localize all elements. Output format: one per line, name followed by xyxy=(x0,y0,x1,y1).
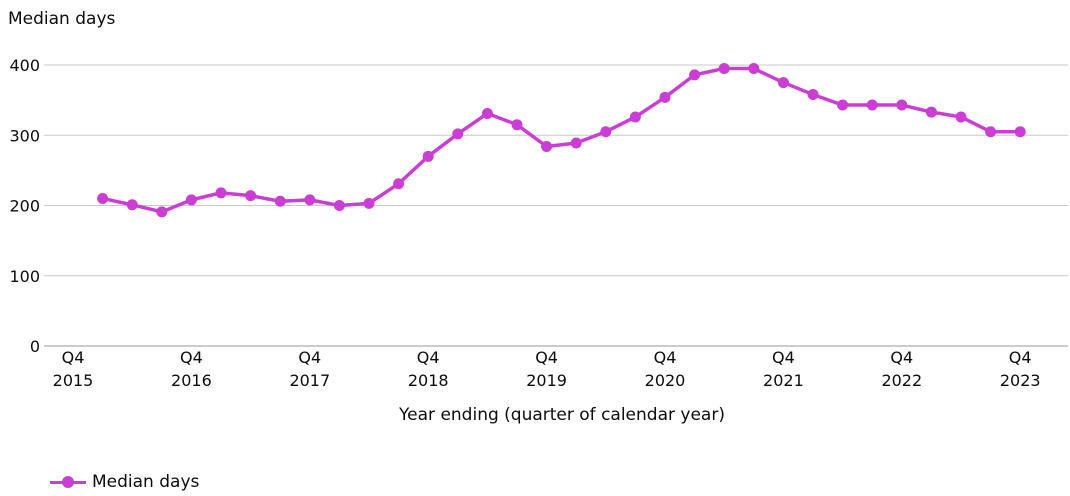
data-point-0 xyxy=(97,192,109,204)
x-tick-q-2021: Q4 xyxy=(772,348,795,367)
data-point-9 xyxy=(363,197,375,209)
data-point-26 xyxy=(866,99,878,111)
x-tick-q-2015: Q4 xyxy=(62,348,85,367)
data-point-8 xyxy=(333,200,345,211)
legend: Median days xyxy=(50,472,199,492)
x-tick-q-2020: Q4 xyxy=(654,348,677,367)
data-point-6 xyxy=(274,195,286,207)
data-point-14 xyxy=(511,119,523,131)
data-point-11 xyxy=(422,150,434,162)
series-line-median-days xyxy=(102,66,1021,214)
y-tick-300: 300 xyxy=(9,126,40,145)
data-point-29 xyxy=(955,111,967,123)
y-axis-title: Median days xyxy=(8,9,116,29)
x-tick-q-2016: Q4 xyxy=(180,348,203,367)
data-point-18 xyxy=(629,111,641,123)
x-tick-labels: Q4 2015 Q4 2016 Q4 2017 Q4 2018 Q4 2019 Q4 2020 Q4 20… xyxy=(53,348,1041,390)
x-tick-q-2022: Q4 xyxy=(890,348,913,367)
x-tick-year-2017: 2017 xyxy=(289,371,330,390)
data-point-21 xyxy=(718,63,730,75)
x-tick-q-2019: Q4 xyxy=(535,348,558,367)
data-point-25 xyxy=(837,99,849,111)
x-axis-title: Year ending (quarter of calendar year) xyxy=(398,405,725,425)
gridlines xyxy=(44,64,1068,347)
x-tick-year-2019: 2019 xyxy=(526,371,567,390)
x-tick-q-2018: Q4 xyxy=(417,348,440,367)
data-point-23 xyxy=(777,77,789,89)
x-tick-year-2016: 2016 xyxy=(171,371,212,390)
data-point-2 xyxy=(156,206,168,218)
data-point-20 xyxy=(689,69,701,81)
data-point-15 xyxy=(541,140,553,152)
data-point-10 xyxy=(393,178,405,190)
x-tick-year-2022: 2022 xyxy=(881,371,922,390)
data-point-5 xyxy=(245,190,257,202)
x-tick-q-2017: Q4 xyxy=(298,348,321,367)
data-point-27 xyxy=(896,99,908,111)
data-point-28 xyxy=(925,106,937,118)
data-point-4 xyxy=(215,187,227,199)
data-point-24 xyxy=(807,89,819,101)
data-point-22 xyxy=(748,63,760,75)
y-tick-0: 0 xyxy=(30,337,40,356)
legend-swatch-median-days xyxy=(50,472,86,492)
y-tick-200: 200 xyxy=(9,197,40,216)
data-point-16 xyxy=(570,137,582,149)
y-tick-labels: 0 100 200 300 400 xyxy=(9,56,40,356)
x-tick-year-2021: 2021 xyxy=(763,371,804,390)
data-point-31 xyxy=(1014,126,1026,138)
data-point-17 xyxy=(600,126,612,138)
y-tick-400: 400 xyxy=(9,56,40,75)
data-point-1 xyxy=(126,199,138,211)
data-point-12 xyxy=(452,128,464,140)
x-tick-year-2020: 2020 xyxy=(645,371,686,390)
x-tick-year-2018: 2018 xyxy=(408,371,449,390)
data-point-7 xyxy=(304,194,316,206)
series-median-days xyxy=(97,63,1026,218)
data-point-30 xyxy=(985,126,997,138)
data-point-13 xyxy=(481,107,493,119)
x-tick-year-2023: 2023 xyxy=(1000,371,1041,390)
y-tick-100: 100 xyxy=(9,267,40,286)
data-point-3 xyxy=(185,194,197,206)
x-tick-q-2023: Q4 xyxy=(1009,348,1032,367)
legend-dot xyxy=(62,476,74,488)
legend-label-median-days: Median days xyxy=(92,472,200,492)
data-point-19 xyxy=(659,91,671,103)
x-tick-year-2015: 2015 xyxy=(53,371,94,390)
